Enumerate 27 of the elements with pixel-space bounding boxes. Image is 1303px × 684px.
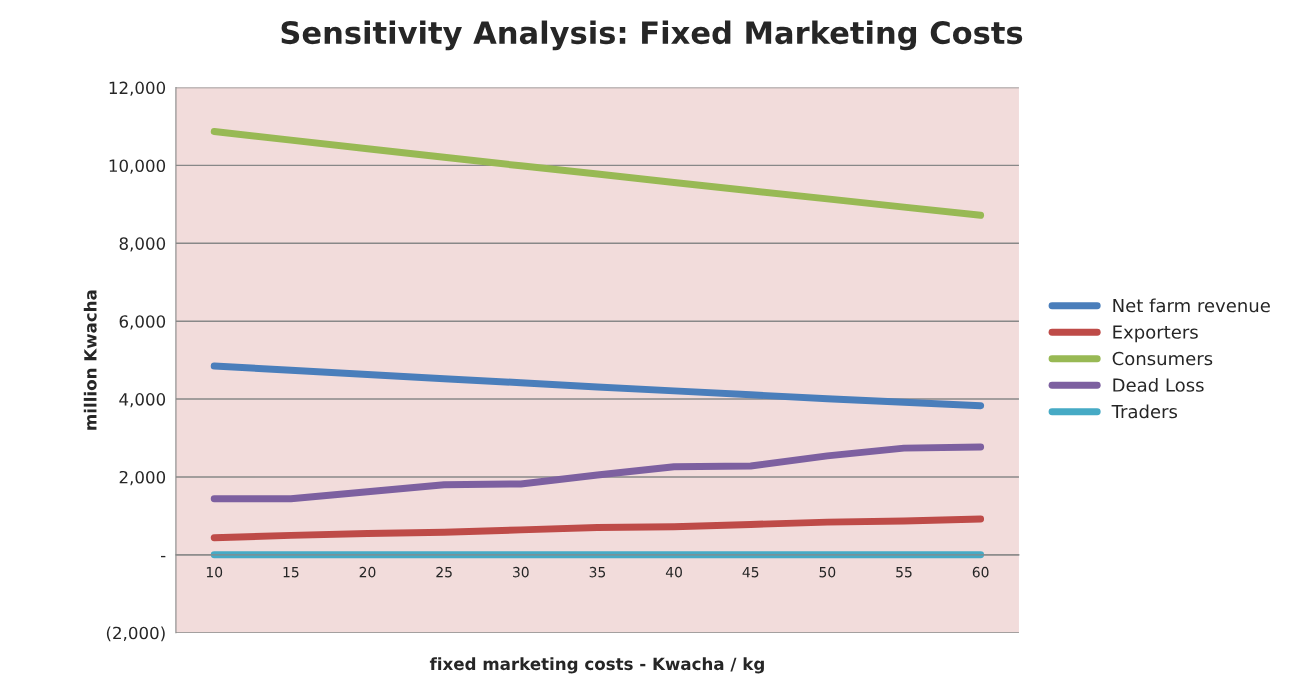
x-tick-label: 40 <box>665 566 682 578</box>
y-tick-label: 12,000 <box>109 81 166 96</box>
x-tick-label: 50 <box>819 566 836 578</box>
x-tick-label: 10 <box>206 566 223 578</box>
legend-label: Exporters <box>1113 325 1198 343</box>
legend-label: Traders <box>1111 404 1178 419</box>
x-tick-label: 20 <box>359 566 376 578</box>
x-tick-label: 55 <box>896 567 912 578</box>
x-tick-label: 60 <box>972 566 989 578</box>
legend-label: Net farm revenue <box>1113 298 1270 313</box>
x-tick-label: 30 <box>513 566 529 578</box>
x-axis-title: fixed marketing costs - Kwacha / kg <box>429 657 764 674</box>
legend-label: Dead Loss <box>1113 377 1204 392</box>
y-tick-label: 8,000 <box>119 237 166 252</box>
x-tick-label: 15 <box>283 567 299 578</box>
y-tick-label: 6,000 <box>119 315 166 330</box>
y-tick-label: 2,000 <box>119 470 166 486</box>
y-axis-title: million Kwacha <box>83 290 97 430</box>
x-tick-label: 45 <box>742 567 759 578</box>
y-tick-label: - <box>160 555 166 558</box>
legend-label: Consumers <box>1112 351 1213 366</box>
y-tick-label: 4,000 <box>119 393 166 408</box>
x-tick-label: 25 <box>436 566 452 578</box>
x-tick-label: 35 <box>589 566 606 578</box>
chart-title: Sensitivity Analysis: Fixed Marketing Costs <box>281 20 1023 51</box>
y-tick-label: 10,000 <box>109 159 166 174</box>
y-tick-label: (2,000) <box>106 626 165 642</box>
